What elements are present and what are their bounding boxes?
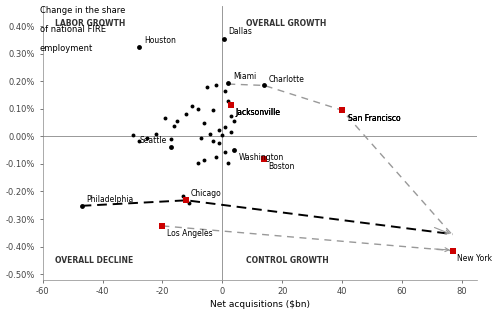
Text: OVERALL DECLINE: OVERALL DECLINE: [54, 256, 133, 265]
Text: Washington: Washington: [239, 153, 284, 162]
X-axis label: Net acquisitions ($bn): Net acquisitions ($bn): [210, 301, 310, 309]
Text: Jacksonville: Jacksonville: [236, 108, 281, 117]
Text: employment: employment: [40, 44, 93, 53]
Text: OVERALL GROWTH: OVERALL GROWTH: [246, 19, 326, 28]
Text: Jacksonville: Jacksonville: [236, 108, 281, 117]
Text: CONTROL GROWTH: CONTROL GROWTH: [246, 256, 329, 265]
Text: San Francisco: San Francisco: [348, 113, 401, 123]
Text: Jacksonville: Jacksonville: [236, 108, 281, 117]
Text: Change in the share: Change in the share: [40, 6, 125, 15]
Text: Miami: Miami: [233, 72, 256, 81]
Text: of national FIRE: of national FIRE: [40, 25, 106, 34]
Text: Dallas: Dallas: [228, 27, 252, 37]
Text: LABOR GROWTH: LABOR GROWTH: [54, 19, 125, 28]
Text: Charlotte: Charlotte: [268, 75, 304, 83]
Text: San Francisco: San Francisco: [348, 113, 401, 123]
Text: Los Angeles: Los Angeles: [167, 229, 212, 238]
Text: Boston: Boston: [268, 162, 295, 171]
Text: Houston: Houston: [144, 36, 176, 45]
Text: Philadelphia: Philadelphia: [86, 195, 134, 204]
Text: Chicago: Chicago: [191, 189, 222, 198]
Text: New York: New York: [458, 254, 492, 263]
Text: Seattle: Seattle: [140, 136, 167, 145]
Text: San Francisco: San Francisco: [348, 113, 401, 123]
